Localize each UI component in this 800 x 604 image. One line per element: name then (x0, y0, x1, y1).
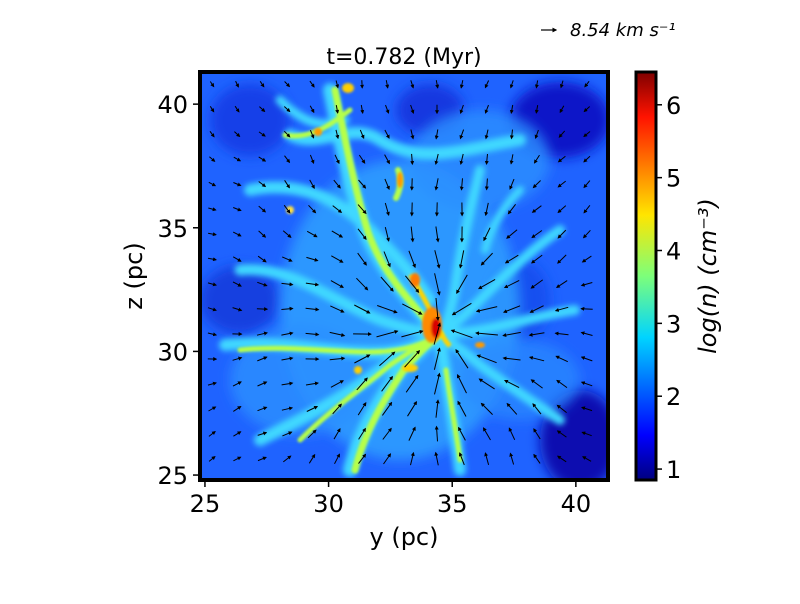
colorbar-tick-label: 3 (666, 310, 681, 338)
x-tick-label: 40 (561, 490, 592, 518)
x-axis-label: y (pc) (370, 523, 439, 551)
colorbar-gradient (636, 72, 656, 480)
y-tick-label: 25 (157, 462, 188, 490)
velocity-arrow (581, 309, 592, 310)
colorbar-tick-label: 5 (666, 165, 681, 193)
colorbar-ticks: 1 2 3 4 5 6 (656, 92, 681, 484)
x-tick-label: 30 (313, 490, 344, 518)
colorbar-label: log(n) (cm⁻³) (694, 198, 722, 354)
x-axis-ticks: 25 30 35 40 (190, 480, 591, 518)
quiver-key: 8.54 km s⁻¹ (541, 20, 676, 41)
colorbar: 1 2 3 4 5 6 log(n) (cm⁻³) (636, 72, 722, 484)
y-axis-ticks: 25 30 35 40 (157, 91, 200, 490)
y-tick-label: 35 (157, 215, 188, 243)
quiver-key-label: 8.54 km s⁻¹ (570, 20, 676, 41)
chart-title: t=0.782 (Myr) (326, 45, 481, 70)
colorbar-tick-label: 1 (666, 456, 681, 484)
colorbar-tick-label: 6 (666, 92, 681, 120)
colorbar-tick-label: 4 (666, 238, 681, 266)
colorbar-tick-label: 2 (666, 383, 681, 411)
x-tick-label: 25 (190, 490, 221, 518)
density-map (200, 72, 620, 490)
x-tick-label: 35 (437, 490, 468, 518)
y-tick-label: 30 (157, 338, 188, 366)
y-axis-label: z (pc) (120, 242, 148, 309)
y-tick-label: 40 (157, 91, 188, 119)
